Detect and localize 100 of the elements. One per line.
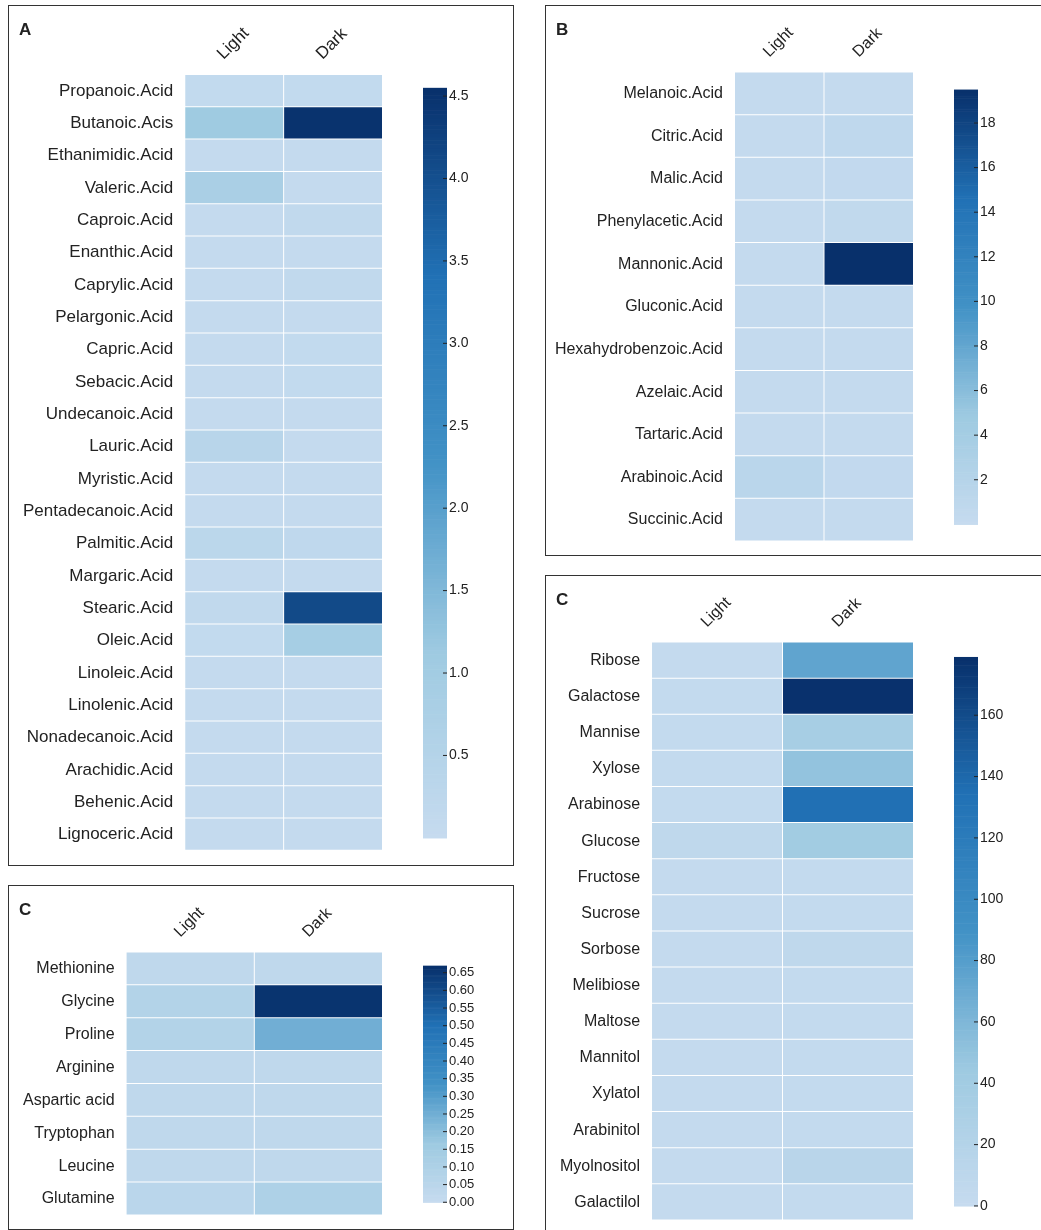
y-tick-label: Linoleic.Acid: [77, 662, 174, 682]
y-tick-label: Pelargonic.Acid: [55, 307, 174, 327]
y-tick-label: Galactose: [567, 687, 641, 705]
color-bar-label: 2: [980, 470, 988, 487]
color-bar-label: 3.0: [449, 334, 469, 351]
y-tick-label: Oleic.Acid: [96, 630, 174, 650]
y-tick-label: Phenylacetic.Acid: [596, 212, 723, 230]
y-tick-label: Azelaic.Acid: [635, 382, 723, 400]
color-bar-label: 0.35: [449, 1070, 475, 1086]
y-tick-label: Maltose: [584, 1012, 641, 1030]
y-tick-label: Methionine: [36, 959, 115, 977]
color-bar-label: 60: [980, 1012, 996, 1029]
y-tick-label: Melibiose: [572, 976, 641, 994]
y-tick-label: Undecanoic.Acid: [45, 404, 174, 424]
y-tick-label: Gluconic.Acid: [625, 297, 723, 315]
y-tick-label: Xylatol: [592, 1084, 641, 1102]
y-tick-label: Malic.Acid: [650, 169, 723, 187]
y-tick-label: Arabinose: [567, 795, 641, 813]
color-bar-label: 0.60: [449, 981, 475, 997]
color-bar-label: 4.5: [449, 86, 469, 103]
chart-title: C: [556, 589, 569, 609]
color-bar-label: 140: [980, 767, 1004, 784]
color-bar-label: 12: [980, 247, 996, 264]
text: A: [19, 19, 32, 39]
y-tick-label: Myristic.Acid: [77, 468, 174, 488]
color-bar-label: 3.5: [449, 251, 469, 268]
y-tick-label: Caprylic.Acid: [74, 274, 174, 294]
y-tick-label: Succinic.Acid: [627, 510, 723, 528]
y-tick-label: Ethanimidic.Acid: [47, 145, 174, 165]
color-bar-label: 100: [980, 890, 1004, 907]
color-bar-label: 0.65: [449, 964, 475, 980]
y-tick-label: Mannitol: [579, 1048, 641, 1066]
y-tick-label: Arachidic.Acid: [65, 759, 174, 779]
color-bar-label: 0.00: [449, 1193, 475, 1209]
color-bar-label: 4: [980, 426, 988, 443]
color-bar-label: 1.5: [449, 581, 469, 598]
y-tick-label: Myolnositol: [560, 1156, 641, 1174]
y-tick-label: Enanthic.Acid: [69, 242, 174, 262]
y-tick-label: Fructose: [577, 867, 641, 885]
y-tick-label: Sucrose: [581, 903, 641, 921]
color-bar-label: 10: [980, 292, 996, 309]
y-tick-label: Palmitic.Acid: [75, 533, 174, 553]
y-tick-label: Glutamine: [41, 1189, 115, 1207]
y-tick-label: Sorbose: [580, 939, 641, 957]
y-tick-label: Aspartic acid: [23, 1090, 115, 1108]
y-tick-label: Propanoic.Acid: [58, 80, 174, 100]
y-tick-label: Capric.Acid: [86, 339, 174, 359]
y-tick-label: Arabinitol: [573, 1120, 641, 1138]
color-bar-label: 2.5: [449, 416, 469, 433]
color-bar-label: 18: [980, 113, 996, 130]
y-tick-label: Linolenic.Acid: [68, 695, 174, 714]
y-tick-label: Ribose: [590, 650, 641, 668]
color-bar-label: 4.0: [449, 169, 469, 186]
color-bar-label: 0.05: [449, 1176, 475, 1192]
y-tick-label: Glycine: [61, 992, 115, 1010]
y-tick-label: Butanoic.Acis: [70, 113, 174, 133]
y-tick-label: Arabinoic.Acid: [620, 467, 723, 485]
color-bar-label: 0.25: [449, 1105, 475, 1121]
y-tick-label: Leucine: [58, 1156, 115, 1174]
color-bar-label: 16: [980, 158, 996, 175]
y-tick-label: Proline: [64, 1025, 115, 1043]
color-bar-label: 40: [980, 1074, 996, 1091]
y-tick-label: Xylose: [592, 759, 641, 777]
color-bar-label: 8: [980, 336, 988, 353]
color-bar-label: 160: [980, 706, 1004, 723]
color-bar-label: 0.10: [449, 1158, 475, 1174]
y-tick-label: Lignoceric.Acid: [57, 824, 174, 844]
y-tick-label: Margaric.Acid: [69, 565, 174, 585]
y-tick-label: Nonadecanoic.Acid: [26, 727, 174, 747]
y-tick-label: Stearic.Acid: [82, 598, 174, 618]
color-bar-label: 2.0: [449, 499, 469, 516]
color-bar-label: 20: [980, 1135, 996, 1152]
y-tick-label: Tartaric.Acid: [634, 425, 723, 443]
y-tick-label: Pentadecanoic.Acid: [22, 501, 174, 521]
chart-title: C: [19, 899, 32, 919]
color-bar-label: 14: [980, 203, 996, 220]
y-tick-label: Hexahydrobenzoic.Acid: [554, 339, 723, 357]
y-tick-label: Mannonic.Acid: [618, 254, 723, 272]
color-bar-label: 0.55: [449, 999, 475, 1015]
color-bar-label: 0: [980, 1196, 988, 1213]
y-tick-label: Melanoic.Acid: [623, 84, 723, 102]
y-tick-label: Lauric.Acid: [89, 436, 174, 456]
y-tick-label: Tryptophan: [34, 1123, 115, 1141]
color-bar-label: 0.30: [449, 1087, 475, 1103]
y-tick-label: Valeric.Acid: [84, 177, 174, 197]
y-tick-label: Sebacic.Acid: [74, 371, 174, 391]
color-bar-label: 0.15: [449, 1140, 475, 1156]
y-tick-label: Caproic.Acid: [76, 210, 174, 230]
color-bar-label: 0.5: [449, 746, 469, 763]
text: B: [556, 19, 569, 39]
color-bar-label: 120: [980, 828, 1004, 845]
y-tick-label: Behenic.Acid: [74, 791, 174, 811]
color-bar-label: 0.50: [449, 1017, 475, 1033]
color-bar-label: 0.40: [449, 1052, 475, 1068]
y-tick-label: Glucose: [581, 831, 641, 849]
color-bar-label: 0.20: [449, 1123, 475, 1139]
y-tick-label: Mannise: [579, 723, 641, 741]
y-tick-label: Arginine: [55, 1057, 115, 1075]
color-bar-label: 0.45: [449, 1034, 475, 1050]
color-bar-label: 80: [980, 951, 996, 968]
